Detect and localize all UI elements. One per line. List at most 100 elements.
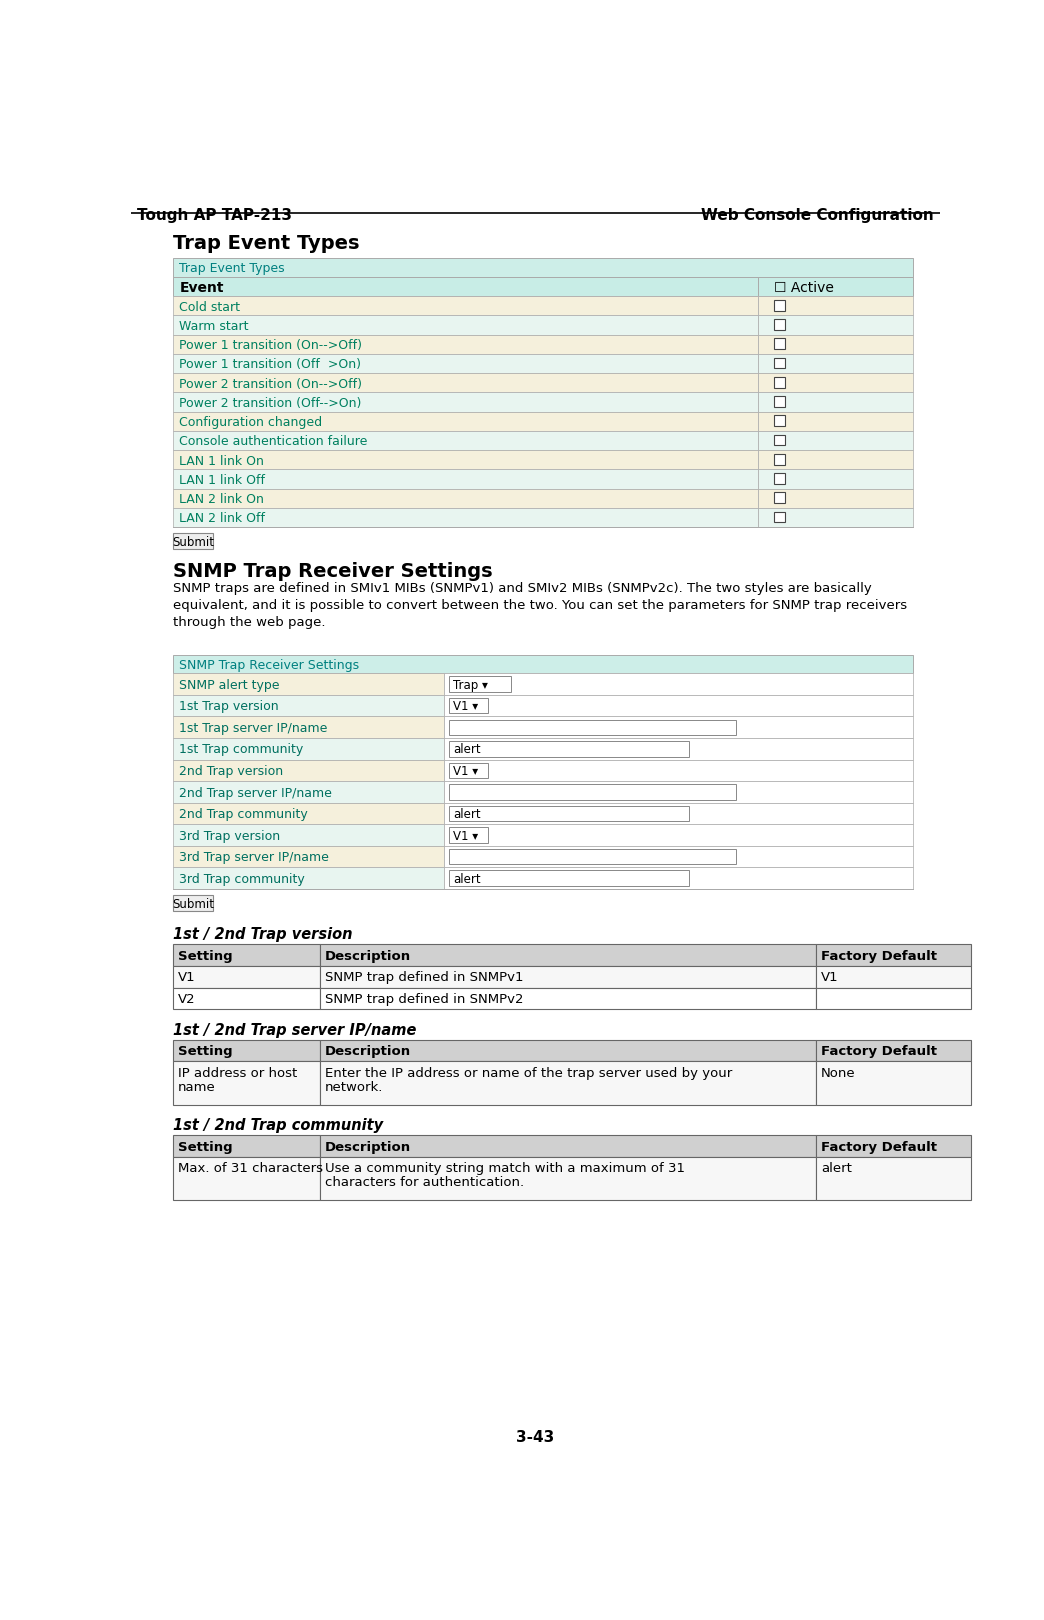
Bar [449,719,736,735]
Bar [449,698,488,713]
Bar [445,781,914,802]
Bar [449,740,689,757]
Text: V1 ▾: V1 ▾ [453,829,478,842]
Text: through the web page.: through the web page. [173,616,326,629]
Text: 3rd Trap community: 3rd Trap community [180,873,305,886]
Text: None: None [821,1068,856,1081]
Bar [445,760,914,781]
Text: Enter the IP address or name of the trap server used by your: Enter the IP address or name of the trap… [325,1068,732,1081]
Bar [173,867,445,889]
Bar [774,415,785,426]
Bar [173,353,758,373]
Text: SNMP trap defined in SNMPv1: SNMP trap defined in SNMPv1 [325,972,523,985]
Bar [173,1040,321,1061]
Bar [758,392,914,411]
Bar [173,716,445,739]
Text: SNMP trap defined in SNMPv2: SNMP trap defined in SNMPv2 [325,993,523,1006]
Text: Power 2 transition (On-->Off): Power 2 transition (On-->Off) [180,377,362,390]
Bar [774,512,785,522]
Text: Event: Event [180,282,223,295]
Bar [173,760,445,781]
Bar [774,454,785,465]
Bar [173,802,445,825]
Bar [173,944,321,966]
Text: V1: V1 [177,972,195,985]
Text: Setting: Setting [177,1045,233,1058]
Bar [173,450,758,470]
Text: Description: Description [325,1140,411,1153]
Bar [774,339,785,350]
Text: Setting: Setting [177,949,233,962]
Bar [774,397,785,407]
Text: V2: V2 [177,993,195,1006]
Bar [445,674,914,695]
Bar [449,870,689,886]
Bar [173,896,213,910]
Text: Submit: Submit [172,897,214,910]
Text: Web Console Configuration: Web Console Configuration [701,209,933,224]
Text: LAN 1 link On: LAN 1 link On [180,455,264,468]
Bar [758,296,914,316]
Bar [321,1061,816,1105]
Text: Console authentication failure: Console authentication failure [180,436,367,449]
Bar [321,966,816,988]
Bar [816,944,971,966]
Text: SNMP alert type: SNMP alert type [180,679,280,692]
Bar [173,1136,321,1157]
Bar [774,434,785,446]
Bar [445,716,914,739]
Bar [173,431,758,450]
Text: 1st Trap version: 1st Trap version [180,700,279,713]
Bar [774,377,785,387]
Bar [173,825,445,846]
Bar [758,450,914,470]
Text: Description: Description [325,949,411,962]
Bar [774,358,785,368]
Bar [449,784,736,800]
Bar [445,802,914,825]
Bar [816,1040,971,1061]
Bar [173,1157,321,1200]
Bar [173,988,321,1009]
Text: 3-43: 3-43 [516,1430,554,1445]
Text: SNMP traps are defined in SMIv1 MIBs (SNMPv1) and SMIv2 MIBs (SNMPv2c). The two : SNMP traps are defined in SMIv1 MIBs (SN… [173,583,872,596]
Text: V1: V1 [821,972,838,985]
Text: Cold start: Cold start [180,301,240,314]
Text: Warm start: Warm start [180,319,248,334]
Bar [758,277,914,296]
Bar [758,489,914,507]
Bar [173,392,758,411]
Bar [321,944,816,966]
Bar [173,277,758,296]
Text: V1 ▾: V1 ▾ [453,765,478,778]
Bar [449,828,488,842]
Text: Power 1 transition (Off  >On): Power 1 transition (Off >On) [180,358,361,371]
Bar [445,846,914,867]
Text: Max. of 31 characters: Max. of 31 characters [177,1162,323,1174]
Bar [449,677,511,692]
Text: Trap Event Types: Trap Event Types [180,262,285,275]
Bar [173,470,758,489]
Text: IP address or host: IP address or host [177,1068,298,1081]
Bar [173,654,913,674]
Text: Use a community string match with a maximum of 31: Use a community string match with a maxi… [325,1162,685,1174]
Bar [774,300,785,311]
Text: Configuration changed: Configuration changed [180,416,323,429]
Text: Trap Event Types: Trap Event Types [173,235,359,253]
Bar [173,781,445,802]
Text: LAN 1 link Off: LAN 1 link Off [180,475,265,488]
Bar [321,1136,816,1157]
Text: alert: alert [453,808,480,821]
Text: 1st / 2nd Trap community: 1st / 2nd Trap community [173,1118,383,1134]
Bar [173,373,758,392]
Text: Factory Default: Factory Default [821,1045,938,1058]
Text: name: name [177,1081,215,1094]
Bar [173,739,445,760]
Bar [321,988,816,1009]
Bar [173,316,758,335]
Text: Power 1 transition (On-->Off): Power 1 transition (On-->Off) [180,339,362,352]
Text: LAN 2 link On: LAN 2 link On [180,492,264,505]
Text: 1st Trap community: 1st Trap community [180,744,304,757]
Text: Power 2 transition (Off-->On): Power 2 transition (Off-->On) [180,397,361,410]
Bar [816,966,971,988]
